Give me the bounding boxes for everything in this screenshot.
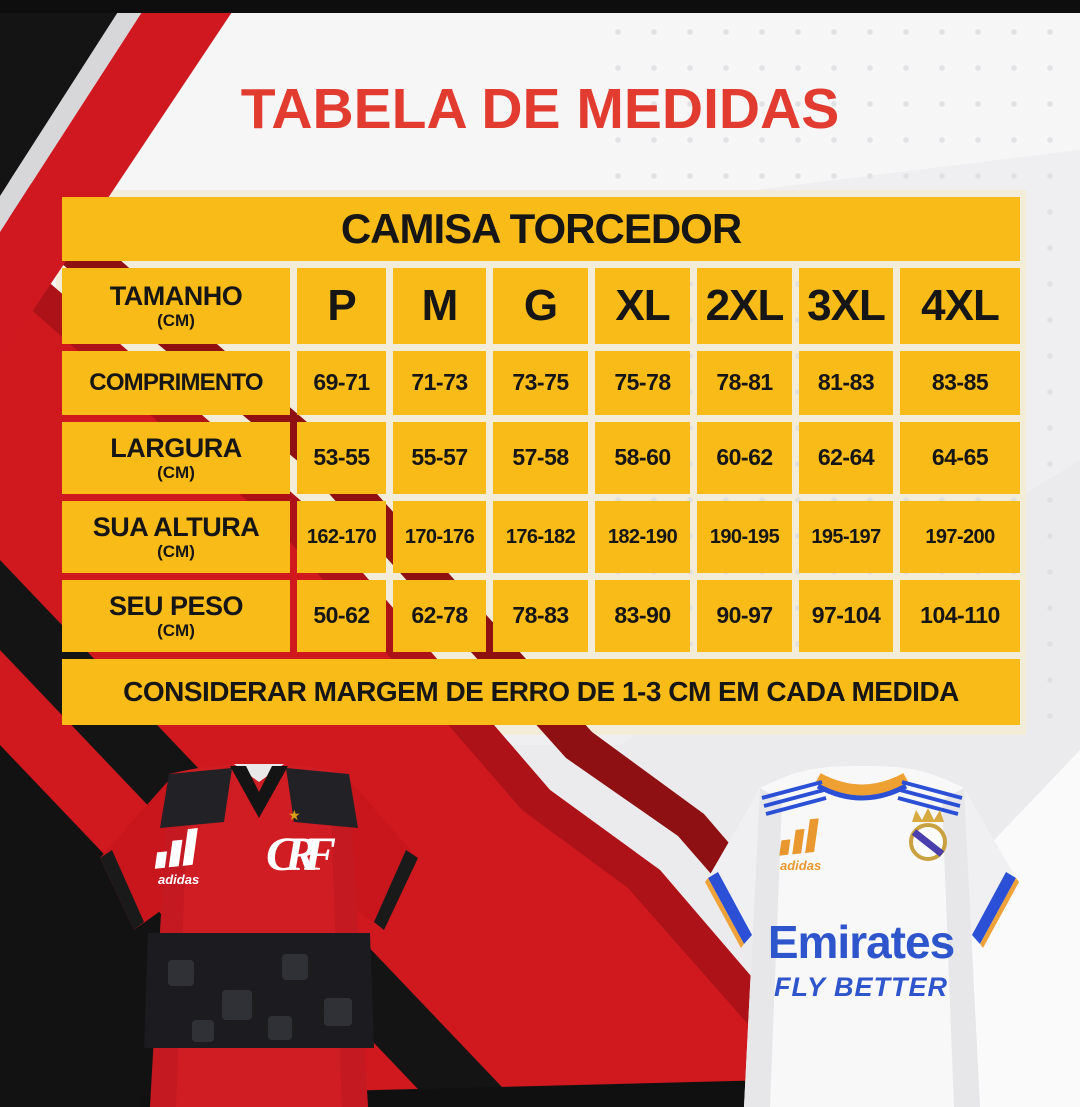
value-cell: 162-170 [297,501,386,573]
size-header-label: TAMANHO [109,280,243,311]
value-cell: 62-78 [393,580,486,652]
real-madrid-crest [909,808,947,861]
row-label-sua-altura: SUA ALTURA (CM) [62,501,290,573]
sponsor-wordmark: Emirates [768,916,954,968]
value-cell: 60-62 [697,422,792,494]
value-cell: 50-62 [297,580,386,652]
value-cell: 64-65 [900,422,1020,494]
size-column-header-xl: XL [595,268,690,344]
size-column-header-4xl: 4XL [900,268,1020,344]
svg-text:adidas: adidas [780,858,821,873]
value-cell: 75-78 [595,351,690,415]
row-label-comprimento: COMPRIMENTO [62,351,290,415]
value-cell: 83-90 [595,580,690,652]
value-cell: 104-110 [900,580,1020,652]
value-cell: 62-64 [799,422,893,494]
value-cell: 73-75 [493,351,588,415]
measurements-table: CAMISA TORCEDOR TAMANHO (CM) P M G XL 2X… [62,197,1020,725]
real-madrid-jersey-illustration: adidas Emirates FLY BETTER [705,766,1019,1107]
value-cell: 78-81 [697,351,792,415]
value-cell: 197-200 [900,501,1020,573]
row-label-seu-peso: SEU PESO (CM) [62,580,290,652]
size-column-header-3xl: 3XL [799,268,893,344]
value-cell: 182-190 [595,501,690,573]
value-cell: 90-97 [697,580,792,652]
note-bar: CONSIDERAR MARGEM DE ERRO DE 1-3 CM EM C… [62,659,1020,725]
value-cell: 58-60 [595,422,690,494]
svg-text:★: ★ [288,807,301,823]
value-cell: 53-55 [297,422,386,494]
table-header: CAMISA TORCEDOR [62,197,1020,261]
value-cell: 55-57 [393,422,486,494]
flamengo-jersey-illustration: adidas ★ CRF [100,764,418,1107]
value-cell: 176-182 [493,501,588,573]
sponsor-tagline: FLY BETTER [774,972,948,1002]
value-cell: 81-83 [799,351,893,415]
svg-text:adidas: adidas [158,872,199,887]
size-column-header-g: G [493,268,588,344]
value-cell: 69-71 [297,351,386,415]
value-cell: 83-85 [900,351,1020,415]
value-cell: 195-197 [799,501,893,573]
page-title: TABELA DE MEDIDAS [240,77,840,141]
value-cell: 78-83 [493,580,588,652]
row-label-largura: LARGURA (CM) [62,422,290,494]
size-header-cell: TAMANHO (CM) [62,268,290,344]
size-column-header-2xl: 2XL [697,268,792,344]
size-header-unit: (CM) [157,311,195,331]
value-cell: 71-73 [393,351,486,415]
value-cell: 97-104 [799,580,893,652]
size-column-header-p: P [297,268,386,344]
value-cell: 170-176 [393,501,486,573]
size-column-header-m: M [393,268,486,344]
value-cell: 190-195 [697,501,792,573]
value-cell: 57-58 [493,422,588,494]
